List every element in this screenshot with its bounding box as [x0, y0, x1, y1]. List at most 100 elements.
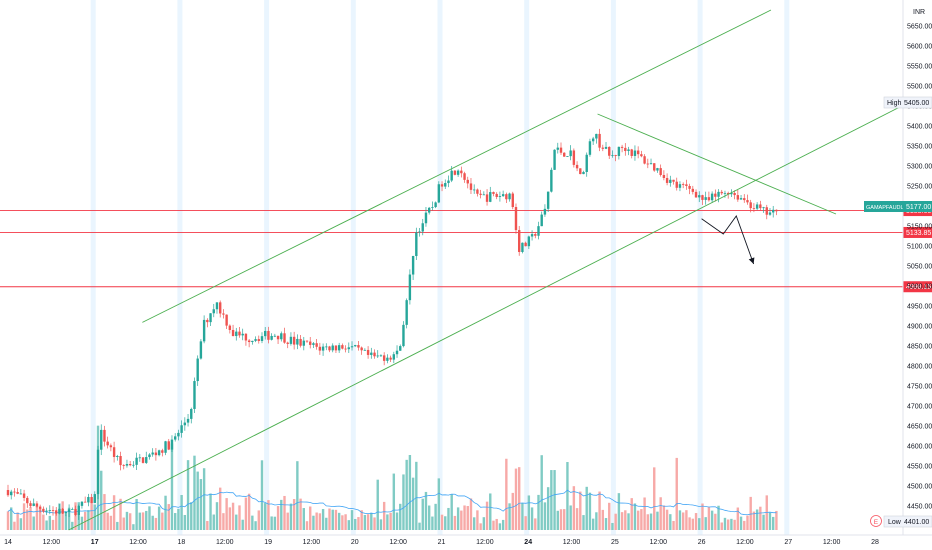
- candle-body: [206, 319, 209, 323]
- earnings-event-icon[interactable]: E: [870, 515, 882, 527]
- volume-bar: [518, 467, 521, 530]
- candle-body: [112, 447, 116, 457]
- volume-bar: [170, 443, 174, 530]
- price-tick-label: 5300.00: [907, 164, 932, 171]
- volume-bar: [58, 503, 61, 530]
- time-axis: 14 12:00 17 12:00 18 12:00 19 12:00 20 12:00 21 12:…: [4, 539, 879, 546]
- volume-bar: [119, 498, 122, 530]
- symbol-tag-text: GAMAPFAUDLR: [866, 205, 908, 211]
- volume-bar: [482, 517, 486, 530]
- volume-bar: [524, 516, 527, 530]
- candle-body: [26, 497, 29, 504]
- candle-body: [575, 164, 579, 169]
- candle-body: [489, 192, 492, 202]
- candle-body: [164, 441, 167, 453]
- volume-bar: [93, 504, 97, 530]
- candle-body: [296, 338, 299, 345]
- volume-bar: [498, 523, 502, 530]
- candle-body: [106, 441, 109, 446]
- symbol-price-tag[interactable]: GAMAPFAUDLR 5177.00: [864, 201, 932, 212]
- candles: [6, 128, 778, 520]
- candle-body: [132, 464, 135, 466]
- price-tick-label: 4800.00: [907, 364, 932, 371]
- candle-body: [312, 343, 315, 345]
- candle-body: [595, 133, 598, 139]
- candle-body: [45, 510, 48, 512]
- volume-bar: [64, 514, 68, 530]
- time-tick-label: 12:00: [823, 539, 841, 546]
- volume-bar: [534, 518, 537, 530]
- volume-bar: [614, 513, 617, 530]
- volume-bar: [530, 507, 534, 530]
- candle-body: [688, 185, 691, 189]
- volume-bar: [685, 510, 688, 530]
- volume-bar: [366, 514, 370, 530]
- candle-body: [431, 207, 434, 208]
- candle-body: [119, 456, 122, 466]
- volume-bars: [6, 425, 778, 530]
- candle-body: [540, 214, 543, 227]
- volume-bar: [575, 508, 579, 530]
- volume-bar: [10, 507, 13, 530]
- volume-bar: [588, 492, 592, 530]
- candle-body: [614, 155, 617, 157]
- candle-body: [476, 189, 479, 194]
- candle-body: [643, 156, 646, 164]
- volume-bar: [109, 515, 113, 530]
- trendline: [68, 101, 910, 531]
- volume-bar: [325, 517, 328, 530]
- candle-body: [55, 510, 58, 514]
- candle-body: [447, 180, 450, 184]
- volume-bar: [26, 509, 29, 530]
- volume-bar: [755, 509, 759, 530]
- candle-body: [453, 170, 457, 175]
- volume-bar: [273, 516, 277, 530]
- volume-bar: [360, 510, 363, 530]
- volume-bar: [112, 495, 116, 530]
- time-tick-label: 21: [438, 539, 446, 546]
- candle-body: [212, 309, 215, 314]
- price-tick-label: 4600.00: [907, 444, 932, 451]
- volume-bar: [257, 510, 260, 530]
- candle-body: [38, 506, 42, 509]
- candle-body: [768, 212, 772, 215]
- volume-bar: [16, 512, 19, 530]
- volume-bar: [582, 515, 585, 530]
- price-tick-label: 5400.00: [907, 124, 932, 131]
- volume-bar: [247, 493, 251, 530]
- volume-bar: [479, 523, 482, 530]
- price-tick-label: 5600.00: [907, 44, 932, 51]
- trendline: [142, 9, 772, 323]
- volume-bar: [707, 507, 711, 530]
- volume-bar: [508, 503, 511, 530]
- volume-bar: [649, 513, 653, 530]
- time-tick-label: 12:00: [563, 539, 581, 546]
- volume-bar: [550, 470, 553, 530]
- volume-bar: [723, 517, 727, 530]
- volume-bar: [675, 457, 678, 530]
- volume-bar: [694, 513, 698, 530]
- price-tick-label: 5150.00: [907, 224, 932, 231]
- candle-body: [283, 333, 286, 343]
- volume-bar: [167, 504, 170, 530]
- candle-body: [437, 184, 441, 203]
- candle-body: [260, 336, 264, 341]
- session-band: [350, 0, 356, 535]
- volume-bar: [154, 517, 158, 530]
- candle-body: [42, 508, 45, 512]
- volume-bar: [22, 503, 26, 530]
- price-tick-label: 5100.00: [907, 244, 932, 251]
- time-tick-label: 12:00: [649, 539, 667, 546]
- candle-body: [180, 425, 183, 433]
- candle-body: [608, 146, 611, 156]
- volume-bar: [67, 507, 71, 530]
- candle-body: [707, 197, 711, 201]
- volume-bar: [354, 518, 357, 530]
- volume-bar: [193, 455, 196, 530]
- volume-bar: [595, 512, 598, 530]
- candle-body: [289, 336, 293, 344]
- volume-bar: [373, 517, 376, 530]
- price-tick-label: 4700.00: [907, 404, 932, 411]
- low-marker-label: Low: [888, 519, 902, 526]
- candle-body: [270, 335, 273, 340]
